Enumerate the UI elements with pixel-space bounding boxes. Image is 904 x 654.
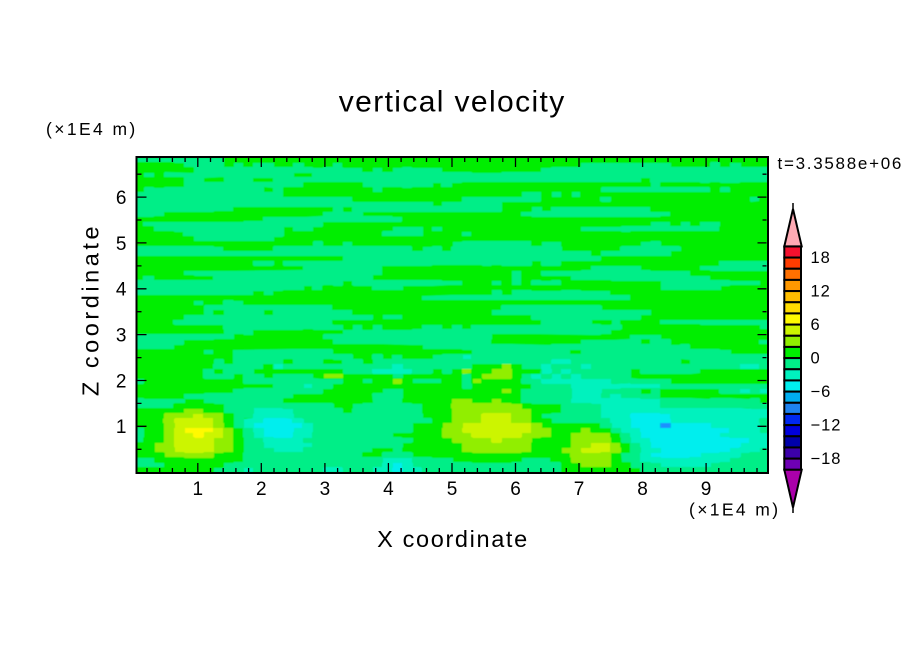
svg-text:4: 4 bbox=[383, 479, 394, 500]
svg-text:vertical velocity: vertical velocity bbox=[339, 86, 566, 119]
svg-text:9: 9 bbox=[701, 479, 712, 500]
svg-text:6: 6 bbox=[811, 316, 821, 334]
svg-text:X coordinate: X coordinate bbox=[377, 526, 529, 552]
svg-text:0: 0 bbox=[811, 350, 821, 368]
svg-text:2: 2 bbox=[116, 371, 127, 392]
svg-text:1: 1 bbox=[116, 417, 127, 438]
svg-text:3: 3 bbox=[116, 325, 127, 346]
svg-text:4: 4 bbox=[116, 280, 127, 301]
svg-text:12: 12 bbox=[811, 283, 831, 301]
svg-text:−6: −6 bbox=[811, 383, 832, 401]
svg-text:18: 18 bbox=[811, 249, 831, 267]
svg-text:(×1E4 m): (×1E4 m) bbox=[46, 119, 138, 139]
svg-text:−18: −18 bbox=[811, 450, 842, 468]
svg-text:5: 5 bbox=[116, 234, 127, 255]
svg-text:7: 7 bbox=[574, 479, 585, 500]
svg-text:2: 2 bbox=[256, 479, 267, 500]
svg-text:6: 6 bbox=[116, 188, 127, 209]
svg-text:t=3.3588e+06: t=3.3588e+06 bbox=[778, 154, 904, 173]
svg-text:6: 6 bbox=[510, 479, 521, 500]
svg-text:8: 8 bbox=[637, 479, 648, 500]
svg-text:3: 3 bbox=[320, 479, 331, 500]
svg-text:−12: −12 bbox=[811, 417, 842, 435]
svg-text:1: 1 bbox=[193, 479, 204, 500]
svg-text:5: 5 bbox=[447, 479, 458, 500]
svg-text:Z coordinate: Z coordinate bbox=[78, 223, 104, 396]
svg-text:(×1E4 m): (×1E4 m) bbox=[689, 500, 780, 520]
